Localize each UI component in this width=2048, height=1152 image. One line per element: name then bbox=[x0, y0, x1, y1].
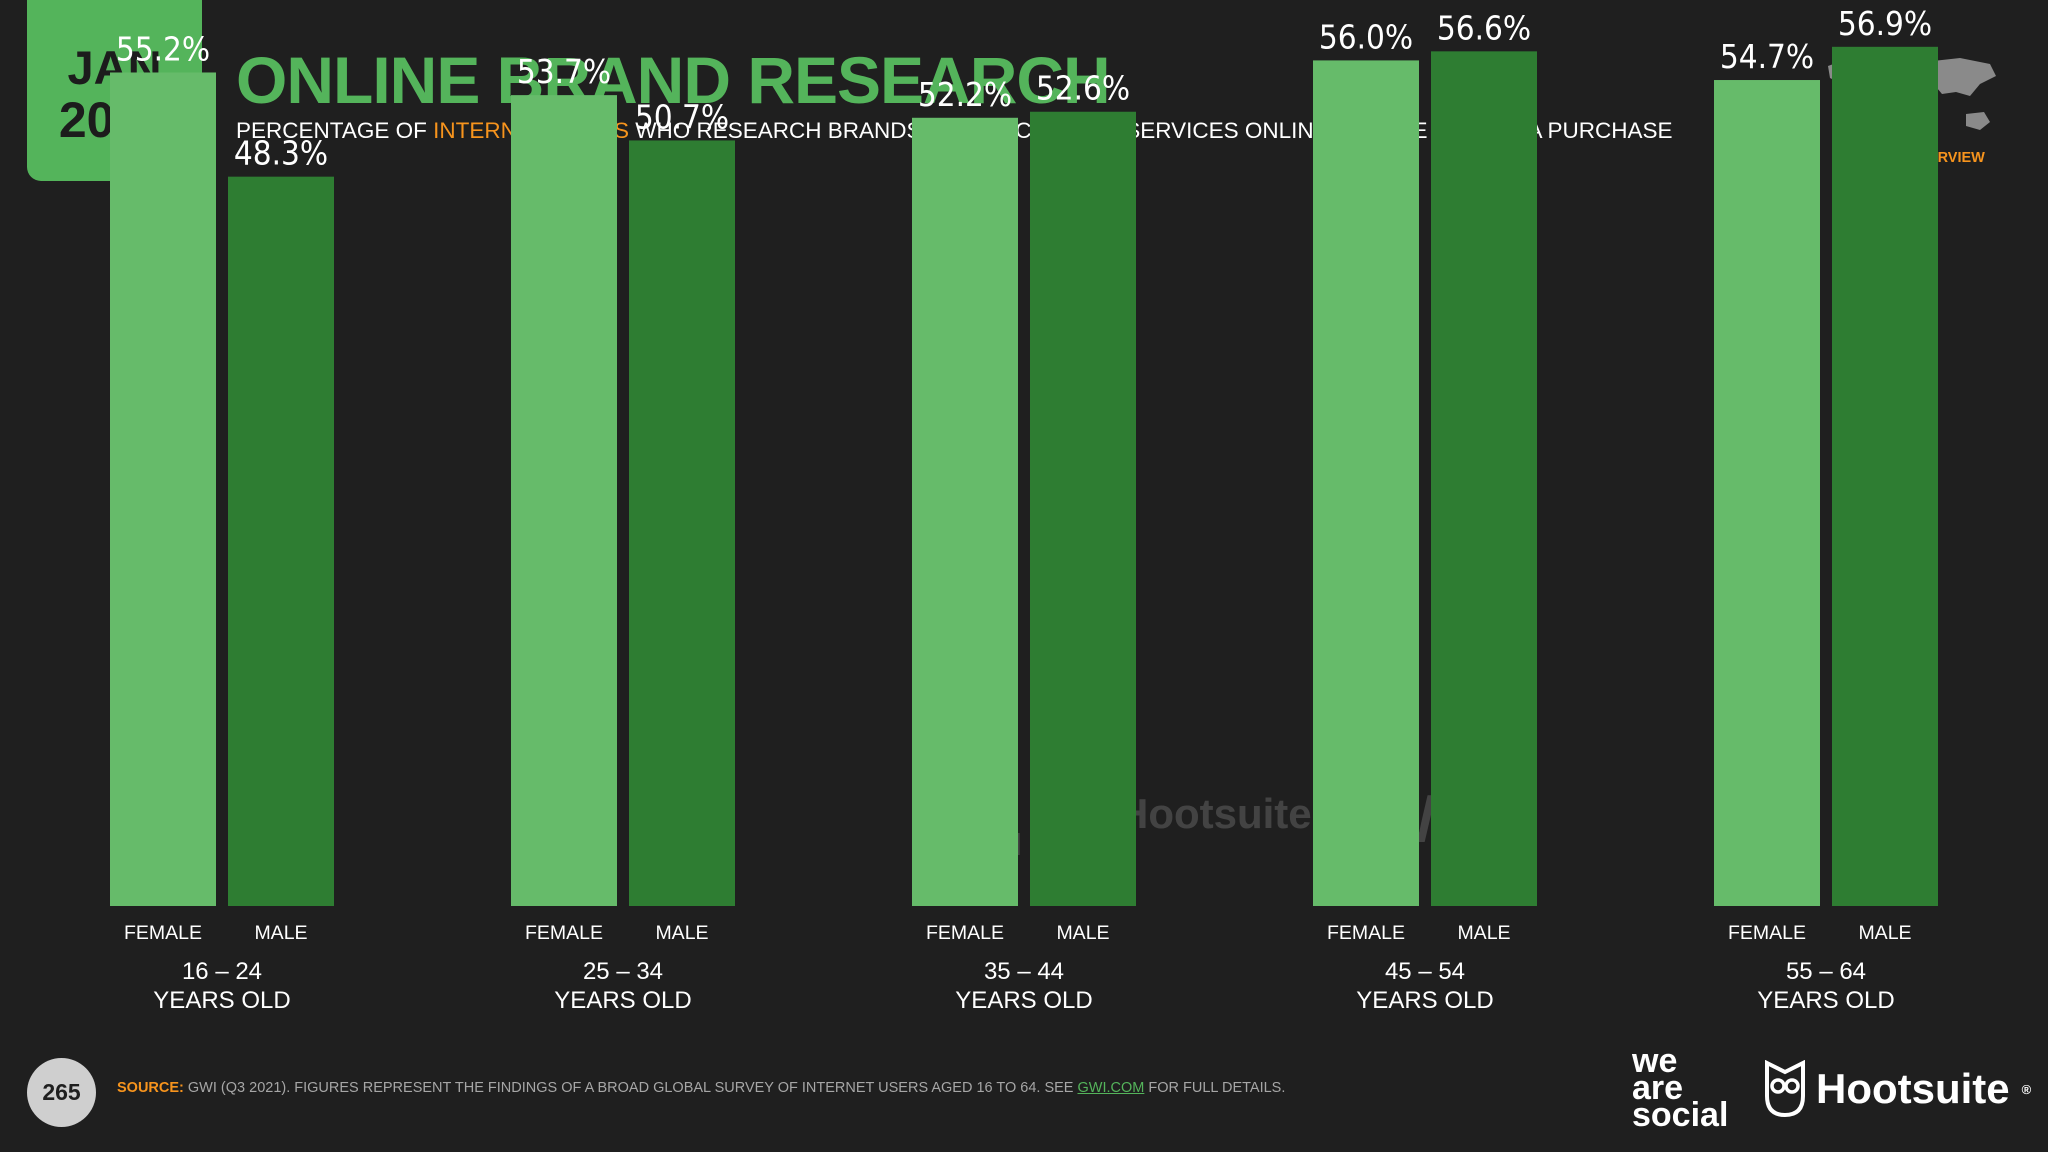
category-label-5: 55 – 64 bbox=[1786, 958, 1866, 985]
series-label-female-5: FEMALE bbox=[1728, 922, 1806, 944]
bar-male-2 bbox=[629, 140, 735, 906]
bar-male-3 bbox=[1030, 111, 1136, 907]
logo-we: we bbox=[1632, 1042, 1678, 1080]
series-label-female-4: FEMALE bbox=[1327, 922, 1405, 944]
source-link[interactable]: GWI.COM bbox=[1077, 1080, 1145, 1096]
series-label-male-5: MALE bbox=[1858, 922, 1911, 944]
logo-hootsuite-text: Hootsuite bbox=[1816, 1065, 2010, 1112]
value-label-female-5: 54.7% bbox=[1720, 37, 1814, 76]
logo-social: social bbox=[1632, 1096, 1729, 1134]
value-label-female-2: 53.7% bbox=[517, 52, 611, 91]
value-label-male-3: 52.6% bbox=[1036, 69, 1130, 108]
we-are-social-logo: we are social bbox=[1632, 1042, 1729, 1134]
category-suffix-4: YEARS OLD bbox=[1356, 987, 1493, 1014]
subtitle-prefix: PERCENTAGE OF bbox=[236, 118, 434, 143]
category-label-3: 35 – 44 bbox=[984, 958, 1064, 985]
bar-female-3 bbox=[912, 117, 1018, 906]
series-label-male-4: MALE bbox=[1457, 922, 1510, 944]
bar-male-5 bbox=[1832, 46, 1938, 907]
bar-male-4 bbox=[1431, 51, 1537, 906]
category-label-1: 16 – 24 bbox=[182, 958, 262, 985]
bar-female-2 bbox=[511, 95, 617, 906]
bar-male-1 bbox=[228, 176, 334, 907]
value-label-male-2: 50.7% bbox=[635, 97, 729, 136]
series-label-female-2: FEMALE bbox=[525, 922, 603, 944]
page-title: ONLINE BRAND RESEARCH bbox=[236, 43, 1111, 117]
page-number: 265 bbox=[27, 1058, 96, 1127]
bar-female-4 bbox=[1313, 60, 1419, 906]
series-label-female-3: FEMALE bbox=[926, 922, 1004, 944]
watermark-hootsuite-text: Hootsuite bbox=[1118, 790, 1312, 837]
value-label-female-1: 55.2% bbox=[116, 29, 210, 68]
value-label-female-3: 52.2% bbox=[918, 75, 1012, 114]
value-label-male-4: 56.6% bbox=[1437, 8, 1531, 47]
category-suffix-5: YEARS OLD bbox=[1757, 987, 1894, 1014]
series-label-male-1: MALE bbox=[254, 922, 307, 944]
source-label: SOURCE: bbox=[117, 1080, 184, 1096]
value-label-female-4: 56.0% bbox=[1319, 17, 1413, 56]
category-label-2: 25 – 34 bbox=[583, 958, 663, 985]
value-label-male-5: 56.9% bbox=[1838, 4, 1932, 43]
logo-are: are bbox=[1632, 1069, 1684, 1107]
category-suffix-2: YEARS OLD bbox=[554, 987, 691, 1014]
source-end: FOR FULL DETAILS. bbox=[1144, 1080, 1286, 1096]
hootsuite-owl-icon bbox=[1765, 1060, 1805, 1118]
series-label-male-3: MALE bbox=[1056, 922, 1109, 944]
series-label-female-1: FEMALE bbox=[124, 922, 202, 944]
source-text: GWI (Q3 2021). FIGURES REPRESENT THE FIN… bbox=[183, 1080, 1078, 1096]
logo-registered-mark: ® bbox=[2021, 1081, 2032, 1097]
value-label-male-1: 48.3% bbox=[234, 134, 328, 173]
series-label-male-2: MALE bbox=[655, 922, 708, 944]
bar-female-1 bbox=[110, 72, 216, 907]
watermark-hootsuite: Hootsuite bbox=[1068, 790, 1312, 838]
bar-female-5 bbox=[1714, 80, 1820, 906]
category-suffix-3: YEARS OLD bbox=[955, 987, 1092, 1014]
source-note: SOURCE: GWI (Q3 2021). FIGURES REPRESENT… bbox=[117, 1080, 1285, 1096]
category-suffix-1: YEARS OLD bbox=[153, 987, 290, 1014]
category-label-4: 45 – 54 bbox=[1385, 958, 1465, 985]
hootsuite-logo: Hootsuite ® bbox=[1764, 1060, 2031, 1118]
